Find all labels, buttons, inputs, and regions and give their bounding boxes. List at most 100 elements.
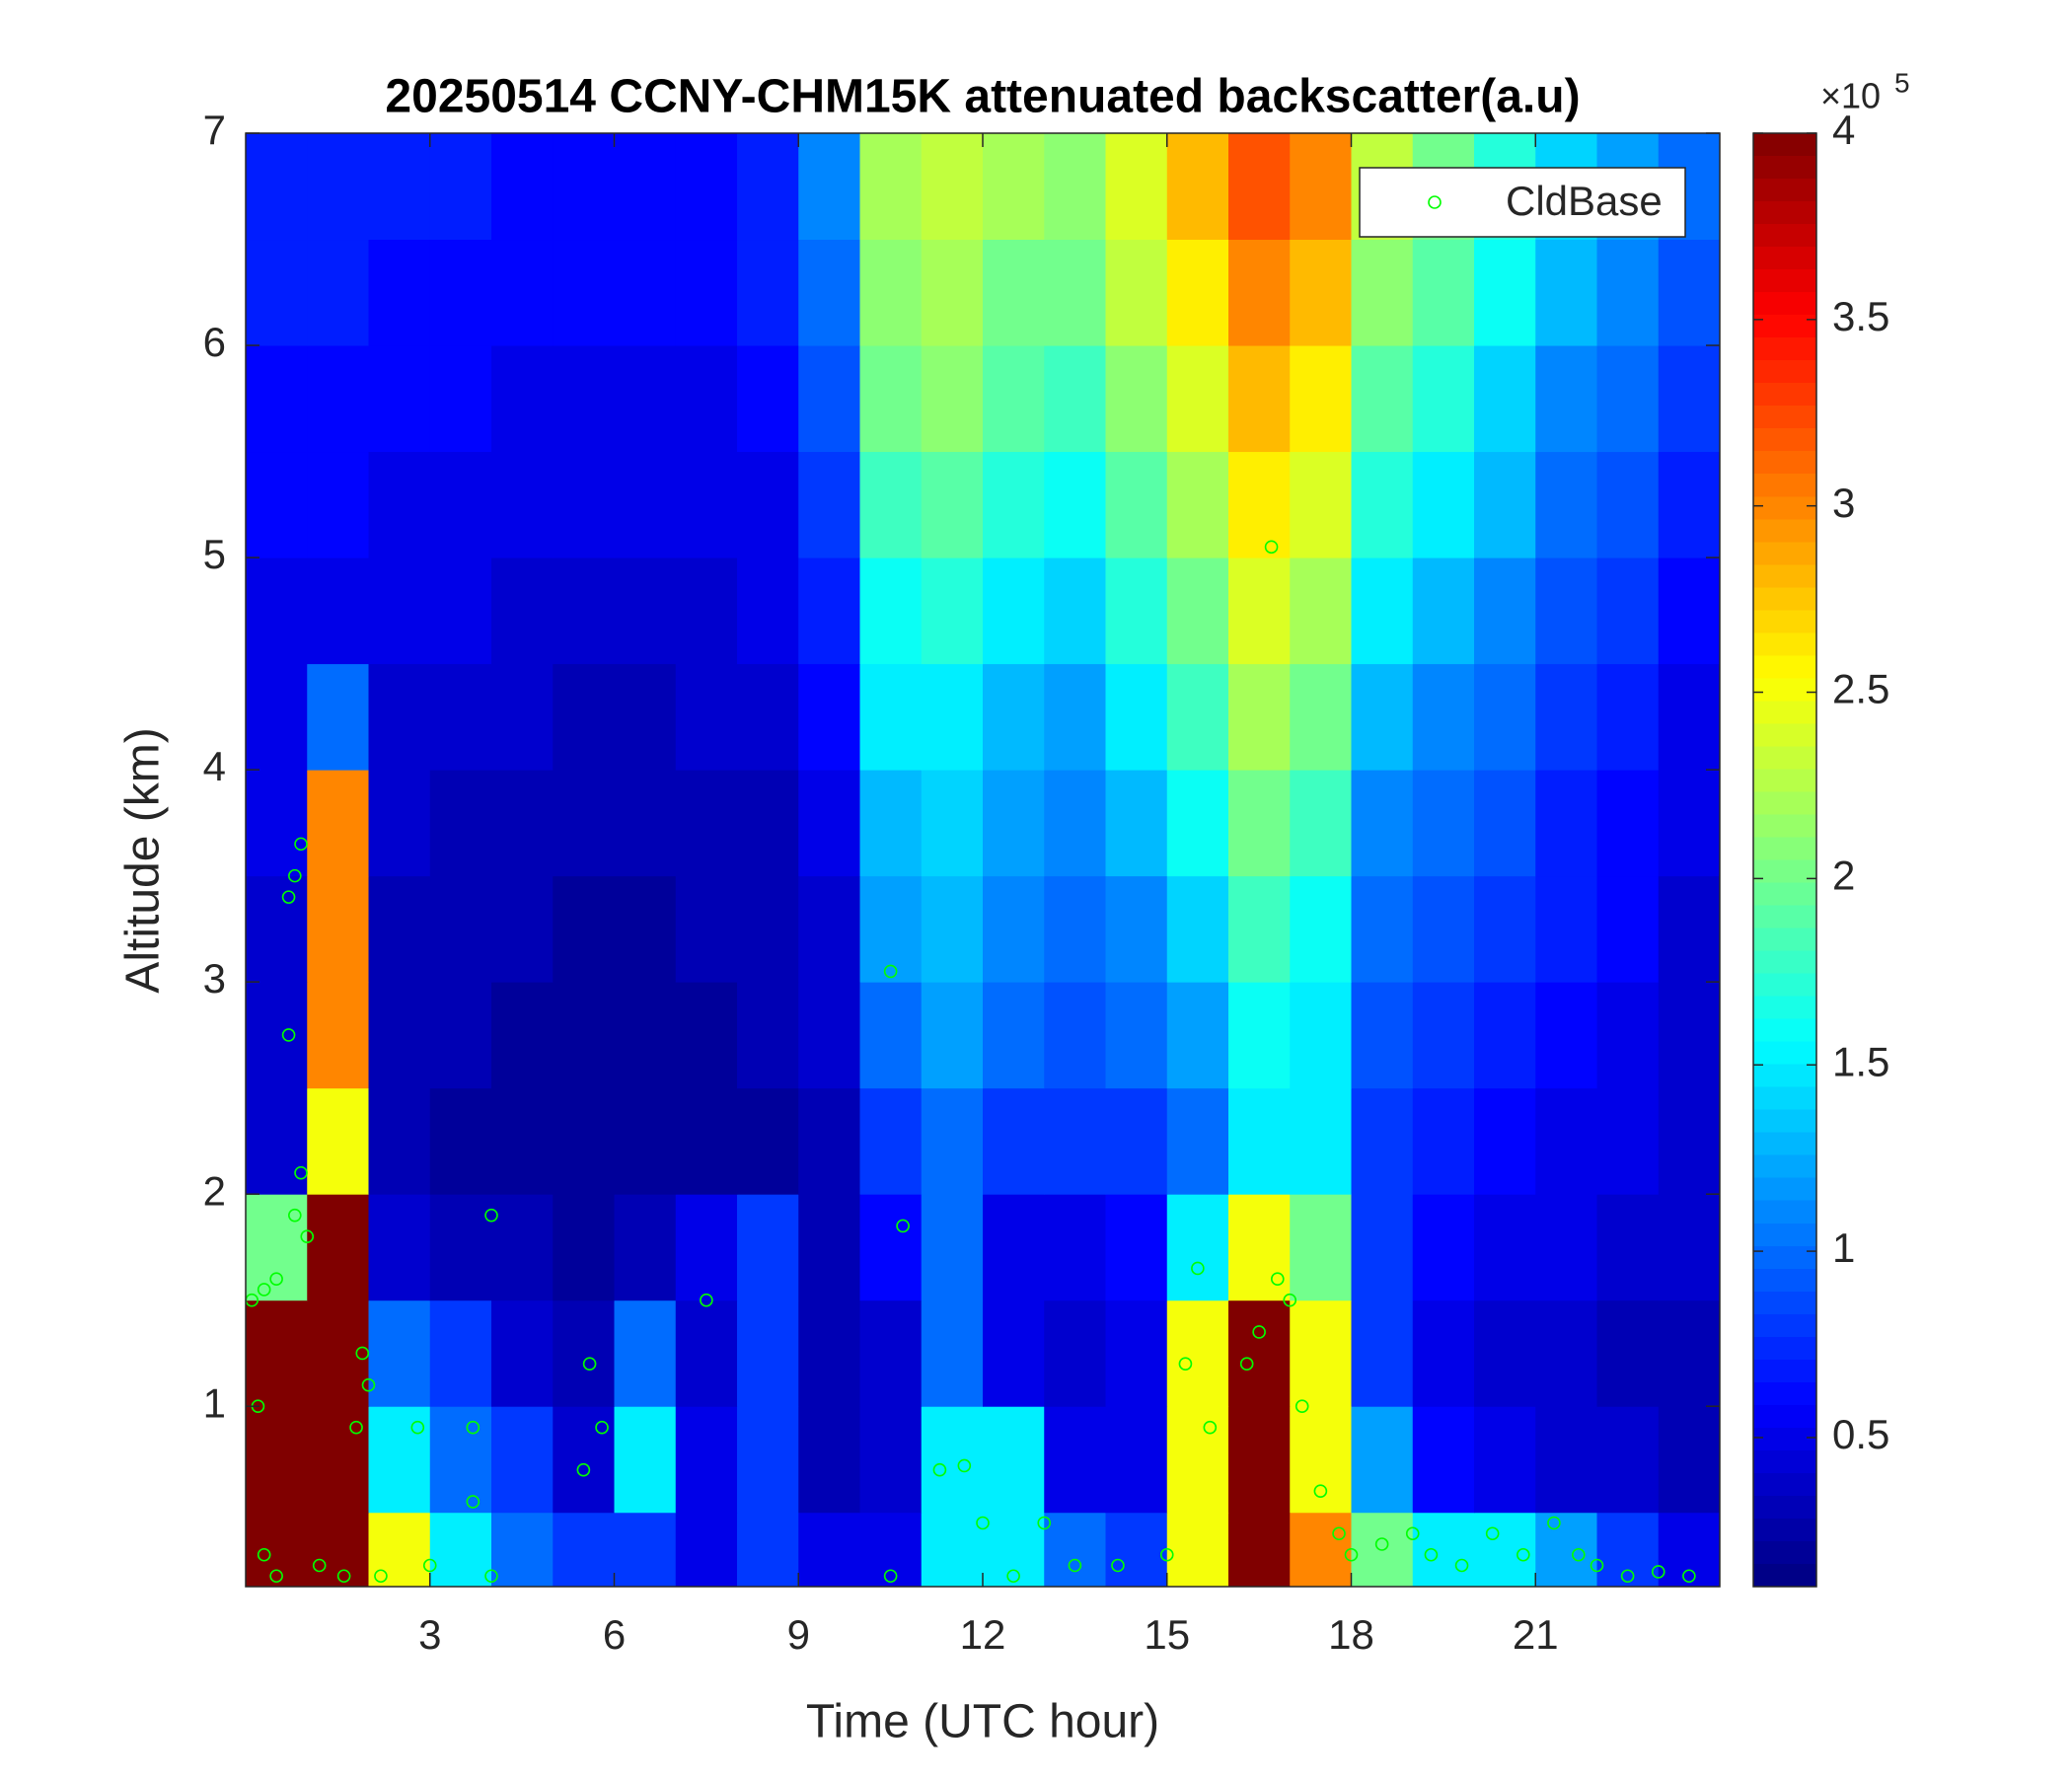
cloud-base-marker: [1313, 1484, 1328, 1499]
heatmap-cell: [1166, 1512, 1229, 1588]
heatmap-cell: [1351, 982, 1414, 1089]
heatmap-cell: [1166, 239, 1229, 346]
heatmap-cell: [798, 345, 860, 453]
heatmap-cell: [1228, 663, 1291, 771]
cloud-base-marker: [269, 1569, 283, 1584]
heatmap-cell: [307, 875, 369, 983]
heatmap-cell: [1412, 1087, 1475, 1195]
y-tick-label: 2: [203, 1167, 226, 1214]
cloud-base-marker: [1424, 1547, 1439, 1562]
heatmap-cell: [246, 982, 308, 1089]
heatmap-cell: [798, 1406, 860, 1514]
heatmap-cell: [1228, 1512, 1291, 1588]
heatmap-cell: [246, 663, 308, 771]
heatmap-cell: [1105, 239, 1168, 346]
heatmap-cell: [368, 239, 431, 346]
heatmap-cell: [307, 451, 369, 558]
heatmap-cell: [1596, 239, 1660, 346]
heatmap-cell: [491, 1512, 554, 1588]
heatmap-cell: [1535, 663, 1597, 771]
cloud-base-marker: [576, 1462, 591, 1477]
cloud-base-marker: [361, 1377, 376, 1392]
heatmap-cell: [1412, 451, 1475, 558]
heatmap-cell: [675, 239, 738, 346]
heatmap-cell: [614, 239, 677, 346]
heatmap-cell: [429, 345, 492, 453]
cloud-base-marker: [1572, 1547, 1586, 1562]
cloud-base-marker: [1252, 1325, 1266, 1339]
cloud-base-marker: [976, 1516, 990, 1530]
heatmap-cell: [429, 663, 492, 771]
heatmap-cell: [859, 982, 923, 1089]
heatmap-cell: [1228, 1406, 1291, 1514]
cloud-base-marker: [422, 1558, 437, 1573]
heatmap-cell: [675, 133, 738, 241]
heatmap-cell: [1290, 1194, 1352, 1301]
cloud-base-marker: [1651, 1565, 1665, 1579]
cloud-base-marker: [1159, 1547, 1174, 1562]
heatmap-cell: [246, 1194, 308, 1301]
heatmap-cell: [368, 1299, 431, 1407]
heatmap-cell: [1105, 982, 1168, 1089]
heatmap-cell: [1535, 451, 1597, 558]
heatmap-cell: [675, 770, 738, 877]
x-tick-label: 12: [960, 1611, 1006, 1658]
heatmap-cell: [1290, 1406, 1352, 1514]
heatmap-cell: [675, 1299, 738, 1407]
colorbar: [1752, 132, 1817, 1588]
colorbar-tick-label: 1: [1832, 1224, 1855, 1271]
heatmap-cell: [1105, 1299, 1168, 1407]
cloud-base-marker: [1620, 1569, 1635, 1584]
heatmap-cell: [246, 557, 308, 665]
heatmap-cell: [491, 663, 554, 771]
heatmap-cell: [1290, 557, 1352, 665]
cloud-base-marker: [700, 1293, 713, 1307]
heatmap-cell: [1658, 875, 1721, 983]
heatmap-cell: [737, 875, 799, 983]
heatmap-cell: [1105, 1512, 1168, 1588]
legend-marker: [1428, 195, 1442, 209]
heatmap-cell: [1166, 1406, 1229, 1514]
heatmap-cell: [614, 451, 677, 558]
heatmap-cell: [1290, 1299, 1352, 1407]
heatmap-cell: [1474, 1194, 1536, 1301]
heatmap-cell: [983, 239, 1045, 346]
heatmap-cell: [614, 557, 677, 665]
heatmap-cell: [553, 1406, 615, 1514]
heatmap-cell: [307, 770, 369, 877]
heatmap-cell: [429, 1087, 492, 1195]
cloud-base-marker: [1006, 1569, 1020, 1584]
heatmap-cell: [1044, 1512, 1106, 1588]
heatmap-cell: [1044, 982, 1106, 1089]
heatmap-cell: [798, 875, 860, 983]
heatmap-cell: [675, 982, 738, 1089]
heatmap-cell: [1596, 663, 1660, 771]
cloud-base-marker: [1295, 1399, 1309, 1414]
heatmap-cell: [553, 1194, 615, 1301]
heatmap-cell: [246, 1512, 308, 1588]
heatmap-cell: [1412, 663, 1475, 771]
colorbar-tick-label: 2: [1832, 852, 1855, 898]
heatmap-cell: [983, 557, 1045, 665]
heatmap-cell: [1474, 875, 1536, 983]
heatmap-cell: [246, 1299, 308, 1407]
heatmap-cell: [614, 875, 677, 983]
x-tick-label: 9: [787, 1611, 810, 1658]
cloud-base-marker: [257, 1547, 271, 1562]
heatmap-cell: [983, 345, 1045, 453]
heatmap-cell: [1474, 663, 1536, 771]
heatmap-cell: [737, 133, 799, 241]
heatmap-cell: [983, 1512, 1045, 1588]
cloud-base-marker: [1485, 1526, 1500, 1541]
heatmap-cell: [246, 345, 308, 453]
colorbar-tick-label: 3: [1832, 480, 1855, 526]
heatmap-cell: [737, 345, 799, 453]
x-tick-label: 18: [1328, 1611, 1374, 1658]
heatmap-cell: [921, 1406, 984, 1514]
heatmap-cell: [491, 982, 554, 1089]
heatmap-cell: [921, 1512, 984, 1588]
cloud-base-marker: [281, 890, 296, 904]
cloud-base-marker: [1203, 1420, 1218, 1435]
colorbar-tick-label: 4: [1832, 107, 1855, 153]
heatmap-cell: [1535, 1406, 1597, 1514]
